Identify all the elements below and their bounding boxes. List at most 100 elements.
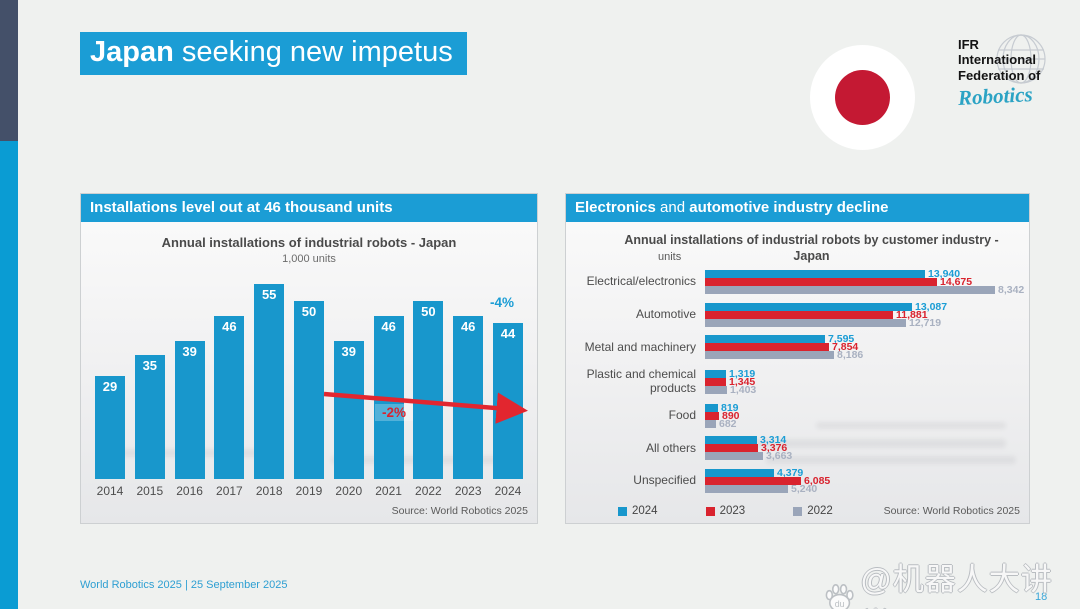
industry-row: Unspecified 4,379 6,085 5,240 bbox=[578, 467, 1023, 495]
series-bar-line: 11,881 bbox=[705, 308, 1023, 321]
series-bar-line: 682 bbox=[705, 418, 1023, 429]
category-label: Unspecified bbox=[633, 473, 696, 488]
left-chart-units: 1,000 units bbox=[282, 253, 336, 265]
axis-year-label: 2015 bbox=[136, 484, 164, 498]
series-bar-2022 bbox=[705, 351, 834, 360]
bar-value-label: 35 bbox=[142, 358, 158, 373]
series-value-label: 4,379 bbox=[777, 467, 804, 479]
ifr-logo-line3: Federation of bbox=[958, 67, 1041, 83]
legend-label: 2022 bbox=[807, 505, 833, 517]
page-number: 18 bbox=[1035, 591, 1048, 603]
series-bar-line: 5,240 bbox=[705, 484, 1023, 494]
right-chart-card: Electronics and automotive industry decl… bbox=[565, 193, 1030, 524]
series-bar-2022 bbox=[705, 286, 995, 294]
series-bar-2024 bbox=[705, 369, 726, 378]
series-value-label: 11,881 bbox=[896, 308, 928, 321]
series-bar-line: 6,085 bbox=[705, 476, 1023, 486]
footer-text: World Robotics 2025 | 25 September 2025 bbox=[80, 579, 288, 591]
left-chart-plot: 29 35 39 46 55 50 39 46 50 46 44 bbox=[95, 284, 523, 479]
axis-year-label: 2022 bbox=[415, 484, 442, 498]
axis-year-label: 2023 bbox=[454, 484, 482, 498]
slide-title-rest: seeking new impetus bbox=[173, 36, 453, 68]
series-bar-2024 bbox=[705, 302, 912, 311]
series-bar-2022 bbox=[705, 452, 763, 461]
series-value-label: 13,940 bbox=[928, 268, 961, 280]
series-bar-line: 8,186 bbox=[705, 350, 1023, 361]
smudge-mark bbox=[816, 422, 1006, 429]
right-header-mid: and bbox=[655, 199, 690, 216]
bar-2019: 50 bbox=[293, 301, 324, 479]
bar-2021: 46 bbox=[373, 316, 404, 479]
series-value-label: 7,595 bbox=[828, 333, 855, 346]
series-bar-line: 3,376 bbox=[705, 443, 1023, 454]
slide-title: Japan seeking new impetus bbox=[80, 32, 467, 76]
bar-value-label: 55 bbox=[261, 287, 277, 302]
bar-value-label: 39 bbox=[182, 344, 197, 359]
series-value-label: 3,663 bbox=[766, 450, 793, 463]
change-annotation-minus4: -4% bbox=[490, 295, 515, 310]
legend-label: 2024 bbox=[632, 505, 658, 517]
series-bar-line: 12,719 bbox=[705, 317, 1023, 328]
series-bar-line: 890 bbox=[705, 409, 1023, 422]
series-value-label: 890 bbox=[722, 409, 740, 422]
series-value-label: 3,314 bbox=[760, 434, 787, 447]
category-label: Metal and machinery bbox=[584, 339, 696, 354]
series-bar-line: 1,319 bbox=[705, 367, 1023, 380]
category-label: Automotive bbox=[635, 306, 696, 321]
legend-swatch bbox=[793, 506, 803, 516]
category-bars: 4,379 6,085 5,240 bbox=[705, 467, 1023, 494]
series-bar-2024 bbox=[705, 403, 718, 412]
axis-year-label: 2014 bbox=[96, 484, 124, 498]
legend-label: 2023 bbox=[719, 505, 746, 517]
smudge-mark bbox=[706, 439, 1006, 448]
watermark: du @机器人大讲堂 bbox=[822, 554, 1080, 609]
left-chart-x-axis: 2014 2015 2016 2017 2018 2019 2020 2021 2022 2023… bbox=[95, 484, 523, 498]
series-value-label: 1,345 bbox=[729, 375, 756, 388]
ifr-logo-line1: IFR bbox=[958, 37, 979, 52]
bar-2018: 55 bbox=[254, 284, 285, 479]
left-chart-header: Installations level out at 46 thousand u… bbox=[81, 194, 537, 222]
series-bar-line: 4,379 bbox=[705, 467, 1023, 479]
right-header-bold2: automotive industry decline bbox=[689, 199, 889, 216]
axis-year-label: 2017 bbox=[216, 484, 243, 498]
right-chart-source: Source: World Robotics 2025 bbox=[883, 505, 1020, 517]
bar-2023: 46 bbox=[453, 316, 484, 479]
right-chart-title: Annual installations of industrial robot… bbox=[624, 233, 999, 264]
bar-value-label: 44 bbox=[500, 326, 516, 341]
series-bar-line: 14,675 bbox=[705, 277, 1024, 287]
series-value-label: 1,319 bbox=[729, 367, 756, 380]
bar-value-label: 29 bbox=[102, 379, 118, 394]
industry-row: All others 3,314 3,376 3,663 bbox=[578, 434, 1023, 463]
bar-2022: 50 bbox=[413, 301, 444, 479]
axis-year-label: 2018 bbox=[255, 484, 283, 498]
series-bar-line: 3,663 bbox=[705, 450, 1023, 463]
legend-item-2023: 2023 bbox=[705, 505, 746, 517]
series-bar-line: 13,087 bbox=[705, 301, 1023, 312]
axis-year-label: 2019 bbox=[295, 484, 323, 498]
baidu-paw-icon: du bbox=[825, 584, 854, 609]
category-label: Food bbox=[668, 407, 696, 422]
legend-item-2024: 2024 bbox=[618, 505, 658, 517]
category-label: Plastic and chemical products bbox=[586, 367, 696, 395]
right-chart-plot: Electrical/electronics 13,940 14,675 8,342 A… bbox=[578, 268, 1025, 495]
globe-icon bbox=[996, 34, 1046, 84]
axis-year-label: 2021 bbox=[375, 484, 402, 498]
series-bar-2024 bbox=[705, 436, 757, 445]
bar-value-label: 50 bbox=[421, 304, 436, 319]
legend-swatch bbox=[705, 506, 715, 516]
series-bar-2023 bbox=[705, 411, 719, 420]
category-label: Electrical/electronics bbox=[586, 274, 696, 289]
bar-value-label: 46 bbox=[381, 319, 396, 334]
category-bars: 13,940 14,675 8,342 bbox=[705, 268, 1024, 295]
series-value-label: 819 bbox=[721, 401, 739, 414]
bar-2015: 35 bbox=[134, 355, 165, 479]
trend-annotation-minus2: -2% bbox=[375, 404, 414, 421]
series-bar-2024 bbox=[705, 469, 774, 477]
series-bar-2022 bbox=[705, 419, 716, 428]
category-bars: 7,595 7,854 8,186 bbox=[705, 333, 1023, 361]
legend-swatch bbox=[618, 506, 627, 516]
axis-year-label: 2016 bbox=[176, 484, 203, 498]
watermark-text: @机器人大讲堂 bbox=[860, 562, 1053, 609]
bar-value-label: 46 bbox=[222, 319, 237, 334]
